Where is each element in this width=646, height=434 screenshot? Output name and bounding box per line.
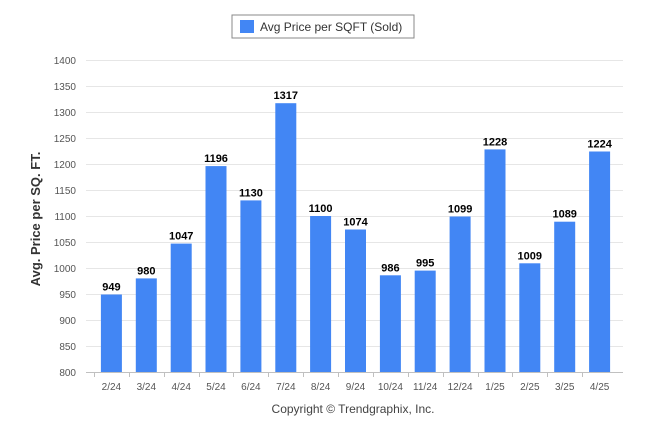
x-tick-label: 7/24	[276, 382, 296, 393]
bar	[589, 151, 611, 372]
y-tick-label: 800	[59, 368, 76, 379]
x-tick-label: 4/25	[590, 382, 610, 393]
x-tick-label: 2/24	[102, 382, 122, 393]
bar	[310, 216, 332, 372]
x-tick-label: 5/24	[206, 382, 226, 393]
y-tick-label: 900	[59, 316, 76, 327]
data-label: 995	[416, 258, 434, 270]
y-tick-label: 1150	[54, 186, 76, 197]
bar	[414, 270, 436, 372]
y-tick-label: 1300	[54, 108, 77, 119]
y-tick-label: 1350	[54, 82, 77, 93]
data-label: 1130	[239, 187, 263, 199]
x-tick-label: 10/24	[378, 382, 403, 393]
y-tick-label: 1050	[54, 238, 77, 249]
x-tick-label: 3/24	[137, 382, 157, 393]
data-label: 980	[137, 265, 155, 277]
data-label: 1317	[274, 90, 298, 102]
x-tick-label: 4/24	[171, 382, 191, 393]
bar	[100, 294, 122, 372]
y-tick-label: 1400	[54, 56, 77, 67]
data-label: 1074	[343, 217, 368, 229]
bar	[554, 221, 576, 372]
x-tick-label: 11/24	[413, 382, 438, 393]
bar	[484, 149, 506, 372]
bar	[449, 216, 471, 372]
x-tick-label: 9/24	[346, 382, 366, 393]
y-axis-title: Avg. Price per SQ. FT.	[28, 152, 43, 287]
y-tick-label: 1000	[54, 264, 77, 275]
data-label: 1047	[169, 231, 193, 243]
x-tick-label: 3/25	[555, 382, 575, 393]
bar	[379, 275, 401, 372]
bar	[170, 243, 192, 372]
data-label: 1228	[483, 136, 507, 148]
bar	[135, 278, 157, 372]
x-tick-label: 2/25	[520, 382, 540, 393]
data-label: 1089	[552, 209, 576, 221]
y-tick-label: 950	[59, 290, 76, 301]
legend: Avg Price per SQFT (Sold)	[231, 14, 415, 39]
bar	[240, 200, 262, 372]
y-tick-label: 850	[59, 342, 76, 353]
data-label: 986	[381, 262, 399, 274]
data-label: 1100	[309, 203, 333, 215]
y-axis-ticks: 800 850 900 950 1000 1050 1100 1150 1200 1250 1300…	[54, 56, 77, 379]
y-tick-label: 1250	[54, 134, 77, 145]
bar	[275, 103, 297, 372]
legend-label: Avg Price per SQFT (Sold)	[260, 20, 402, 34]
x-tick-label: 6/24	[241, 382, 261, 393]
x-axis-ticks: 2/24 3/24 4/24 5/24 6/24 7/24 8/24 9/24 10/24 11/…	[94, 372, 610, 393]
x-tick-label: 8/24	[311, 382, 331, 393]
legend-swatch	[240, 20, 254, 33]
x-tick-label: 12/24	[448, 382, 473, 393]
data-label: 1099	[448, 204, 472, 216]
bar	[205, 166, 227, 372]
data-label: 1196	[204, 153, 228, 165]
legend-box	[231, 14, 415, 39]
copyright-footer: Copyright © Trendgraphix, Inc.	[272, 402, 435, 416]
data-label: 949	[102, 282, 120, 294]
data-label: 1224	[587, 139, 612, 151]
bars: 949 980 1047 1196 1130 1317 1100 1074 986 995 1099…	[100, 90, 613, 372]
y-tick-label: 1200	[54, 160, 77, 171]
bar	[345, 229, 366, 372]
x-tick-label: 1/25	[485, 382, 505, 393]
bar	[519, 263, 541, 372]
y-tick-label: 1100	[54, 212, 76, 223]
data-label: 1009	[518, 250, 542, 262]
